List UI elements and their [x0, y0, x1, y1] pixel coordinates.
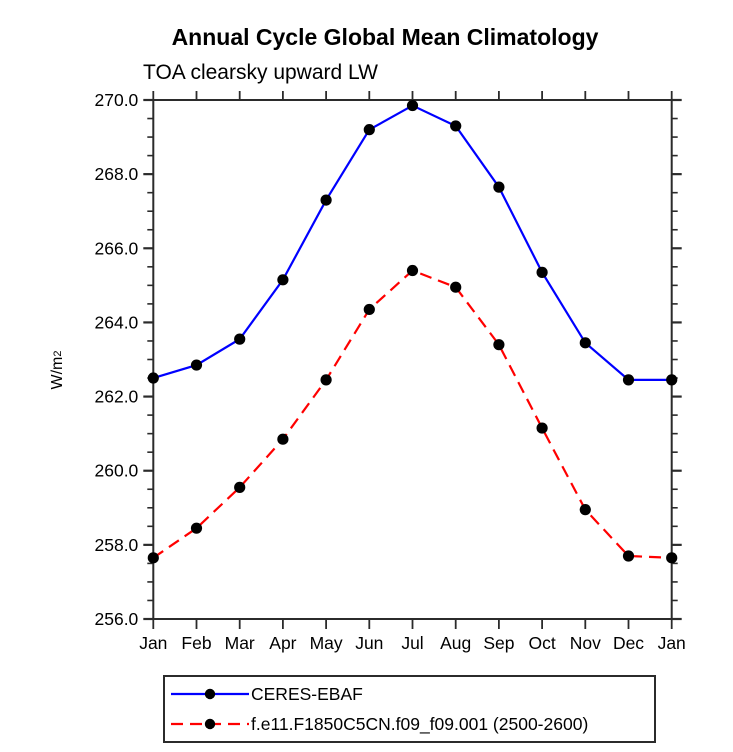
legend-marker-dot	[204, 688, 216, 700]
data-point-marker	[579, 337, 591, 349]
y-tick-label: 268.0	[95, 164, 139, 184]
data-point-marker	[450, 281, 462, 293]
data-point-marker	[320, 194, 332, 206]
plot-frame	[152, 99, 673, 620]
chart-subtitle: TOA clearsky upward LW	[143, 61, 378, 84]
data-point-marker	[536, 422, 548, 434]
y-tick-label: 262.0	[95, 387, 139, 407]
chart-canvas: 256.0 258.0 260.0 262.0 264.0 266.0 268.0 270.0…	[95, 90, 686, 653]
data-point-marker	[147, 552, 159, 564]
data-point-marker	[622, 550, 635, 562]
data-point-marker	[320, 374, 332, 386]
data-point-marker	[190, 359, 203, 371]
data-point-marker	[190, 522, 203, 534]
x-month-label: Apr	[269, 633, 296, 653]
data-point-marker	[536, 266, 548, 278]
data-point-marker	[234, 333, 246, 345]
x-month-label: Jul	[401, 633, 423, 653]
data-point-marker	[450, 120, 462, 132]
series-line-model	[152, 269, 672, 559]
legend-box: CERES-EBAF f.e11.F1850C5CN.f09_f09.001 (2…	[163, 675, 656, 743]
data-point-marker	[622, 374, 635, 386]
legend-line-sample	[171, 688, 249, 700]
x-month-label: Mar	[225, 633, 255, 653]
x-month-label: Aug	[440, 633, 471, 653]
x-month-label: Jan	[658, 633, 686, 653]
data-point-marker	[666, 374, 678, 386]
x-month-label: May	[310, 633, 343, 653]
x-month-label: Dec	[613, 633, 644, 653]
y-tick-label: 264.0	[95, 312, 139, 332]
x-month-label: Feb	[181, 633, 211, 653]
data-point-marker	[493, 339, 505, 351]
data-point-marker	[363, 303, 375, 316]
data-point-marker	[363, 124, 375, 136]
data-point-marker	[277, 274, 289, 286]
data-point-marker	[406, 264, 419, 277]
data-point-marker	[234, 481, 246, 493]
data-point-marker	[666, 552, 678, 564]
x-month-label: Jan	[139, 633, 167, 653]
legend-label: CERES-EBAF	[251, 683, 363, 704]
legend-marker-dot	[204, 718, 216, 730]
chart-title: Annual Cycle Global Mean Climatology	[171, 24, 599, 50]
data-point-marker	[277, 433, 289, 445]
data-point-marker	[579, 504, 591, 516]
x-month-label: Sep	[483, 633, 514, 653]
y-tick-label: 270.0	[95, 90, 139, 110]
y-tick-label: 256.0	[95, 609, 139, 629]
x-month-label: Nov	[570, 633, 601, 653]
y-tick-label: 266.0	[95, 238, 139, 258]
x-month-label: Oct	[528, 633, 555, 653]
data-point-marker	[406, 99, 419, 112]
legend-line-sample	[171, 718, 249, 730]
legend-label: f.e11.F1850C5CN.f09_f09.001 (2500-2600)	[251, 713, 589, 734]
y-tick-label: 258.0	[95, 535, 139, 555]
legend-row: CERES-EBAF	[169, 679, 654, 709]
y-tick-label: 260.0	[95, 461, 139, 481]
data-point-marker	[147, 372, 159, 384]
series-line-ceres-ebaf	[152, 104, 672, 381]
data-point-marker	[493, 181, 505, 193]
x-month-label: Jun	[355, 633, 383, 653]
legend-row: f.e11.F1850C5CN.f09_f09.001 (2500-2600)	[169, 709, 654, 739]
